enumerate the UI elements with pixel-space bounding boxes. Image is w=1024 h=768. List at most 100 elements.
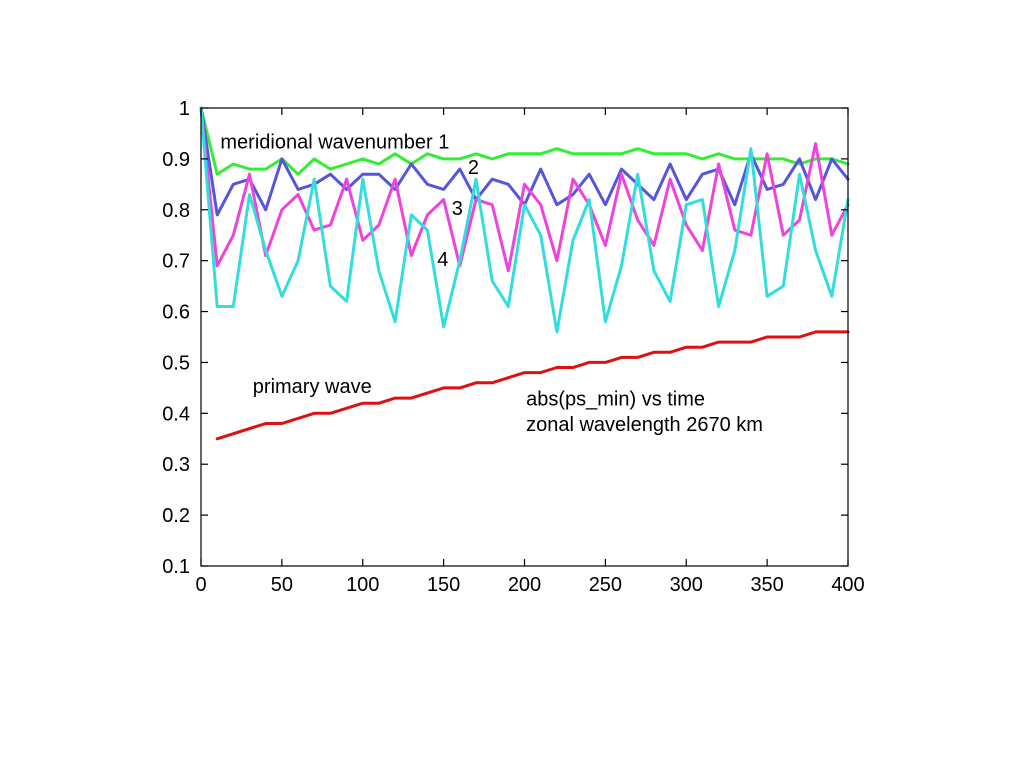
data-point-wn4-7 <box>313 178 316 181</box>
data-point-wn3-14 <box>426 214 429 216</box>
data-point-wn4-30 <box>685 203 688 206</box>
data-point-wn1-33 <box>733 158 736 160</box>
data-point-wn3-1 <box>216 264 219 267</box>
data-point-wn1-6 <box>297 173 299 176</box>
x-tick-label: 50 <box>271 574 293 596</box>
data-point-wn1-8 <box>329 168 332 171</box>
data-point-primary-11 <box>475 381 477 384</box>
data-point-primary-21 <box>653 351 655 354</box>
data-point-primary-26 <box>750 341 752 343</box>
data-point-wn2-8 <box>329 173 332 176</box>
data-point-wn1-10 <box>361 158 364 160</box>
data-point-wn2-16 <box>458 168 461 171</box>
data-point-wn4-27 <box>636 173 639 176</box>
data-point-wn2-23 <box>572 193 574 196</box>
data-point-wn4-24 <box>588 198 591 201</box>
data-point-wn4-20 <box>523 203 526 206</box>
annotation-info-2: zonal wavelength 2670 km <box>526 414 763 436</box>
data-point-wn4-16 <box>458 259 461 262</box>
annotation-label-3: 3 <box>452 198 463 220</box>
y-tick-label: 0.6 <box>162 302 190 324</box>
data-point-wn3-2 <box>232 234 235 237</box>
data-point-wn1-27 <box>636 147 639 150</box>
data-point-wn1-31 <box>701 158 704 160</box>
data-point-primary-27 <box>766 336 768 338</box>
annotations: meridional wavenumber 1 23 4 primary wave ab… <box>220 132 763 436</box>
data-point-wn2-26 <box>620 168 623 171</box>
data-point-wn1-18 <box>491 158 494 160</box>
data-point-wn1-14 <box>426 152 429 155</box>
data-point-wn2-18 <box>491 178 494 181</box>
y-tick-label: 0.5 <box>162 352 190 374</box>
data-point-wn1-38 <box>814 158 817 160</box>
data-point-wn4-28 <box>653 269 655 272</box>
data-point-wn2-21 <box>539 168 542 171</box>
data-point-primary-5 <box>361 402 364 405</box>
data-point-wn2-15 <box>442 188 445 191</box>
data-point-primary-25 <box>717 341 720 343</box>
data-point-wn2-33 <box>733 203 736 206</box>
data-point-primary-10 <box>458 387 461 389</box>
data-point-wn2-35 <box>766 188 768 191</box>
data-point-wn1-7 <box>313 158 316 160</box>
axis-ticks: 0 50 100 150 200 250 300 350 400 0.1 0.2 0.3 0.4 0.5 0… <box>162 98 865 596</box>
data-point-primary-0 <box>216 437 219 440</box>
data-point-wn4-31 <box>701 198 704 201</box>
data-point-wn3-17 <box>475 198 477 201</box>
data-point-wn4-38 <box>814 249 817 252</box>
data-point-wn1-26 <box>620 152 623 155</box>
x-tick-label: 250 <box>589 574 622 596</box>
data-point-wn4-22 <box>556 331 558 333</box>
x-tick-label: 350 <box>750 574 783 596</box>
data-point-wn2-11 <box>378 173 380 176</box>
data-point-wn3-21 <box>539 203 542 206</box>
data-point-wn4-6 <box>297 259 299 262</box>
data-point-wn4-17 <box>475 178 477 181</box>
data-point-wn2-39 <box>830 158 833 160</box>
data-point-wn4-21 <box>539 234 542 237</box>
data-point-wn3-15 <box>442 198 445 201</box>
data-point-wn2-13 <box>410 163 413 165</box>
annotation-label-4: 4 <box>437 249 448 271</box>
data-point-wn2-10 <box>361 173 364 176</box>
data-point-wn3-33 <box>733 229 736 232</box>
data-point-wn4-8 <box>329 285 332 287</box>
data-point-wn3-36 <box>782 234 785 237</box>
data-point-wn4-39 <box>830 295 833 298</box>
data-point-wn1-36 <box>782 158 785 160</box>
data-point-primary-8 <box>410 397 413 399</box>
data-point-wn1-16 <box>458 158 461 160</box>
data-point-primary-6 <box>378 402 380 405</box>
data-point-primary-3 <box>313 412 316 415</box>
data-point-wn2-1 <box>216 214 219 216</box>
data-point-wn4-1 <box>216 305 219 308</box>
x-tick-label: 400 <box>831 574 864 596</box>
data-point-primary-12 <box>491 381 494 384</box>
data-point-wn1-32 <box>717 152 720 155</box>
data-point-wn2-22 <box>556 203 558 206</box>
data-point-wn1-23 <box>572 152 574 155</box>
data-point-wn3-28 <box>653 244 655 247</box>
data-point-wn4-4 <box>264 249 267 252</box>
data-point-wn2-4 <box>264 208 267 211</box>
data-point-wn3-29 <box>669 178 671 181</box>
data-point-wn1-15 <box>442 158 445 160</box>
y-tick-label: 0.1 <box>162 556 190 578</box>
data-point-wn4-33 <box>733 249 736 252</box>
data-point-wn4-25 <box>604 320 607 323</box>
data-point-primary-15 <box>556 366 558 369</box>
data-point-wn1-3 <box>248 168 251 171</box>
data-point-wn4-10 <box>361 178 364 181</box>
data-point-primary-16 <box>572 366 574 369</box>
data-point-wn4-5 <box>281 295 283 298</box>
data-point-wn4-34 <box>750 147 752 150</box>
data-point-primary-14 <box>539 371 542 374</box>
data-point-wn4-13 <box>410 214 413 216</box>
annotation-label-2: 2 <box>468 157 479 179</box>
data-point-wn4-12 <box>394 320 396 323</box>
data-point-wn2-37 <box>798 158 801 160</box>
y-tick-label: 0.7 <box>162 251 190 273</box>
data-point-wn3-18 <box>491 203 494 206</box>
